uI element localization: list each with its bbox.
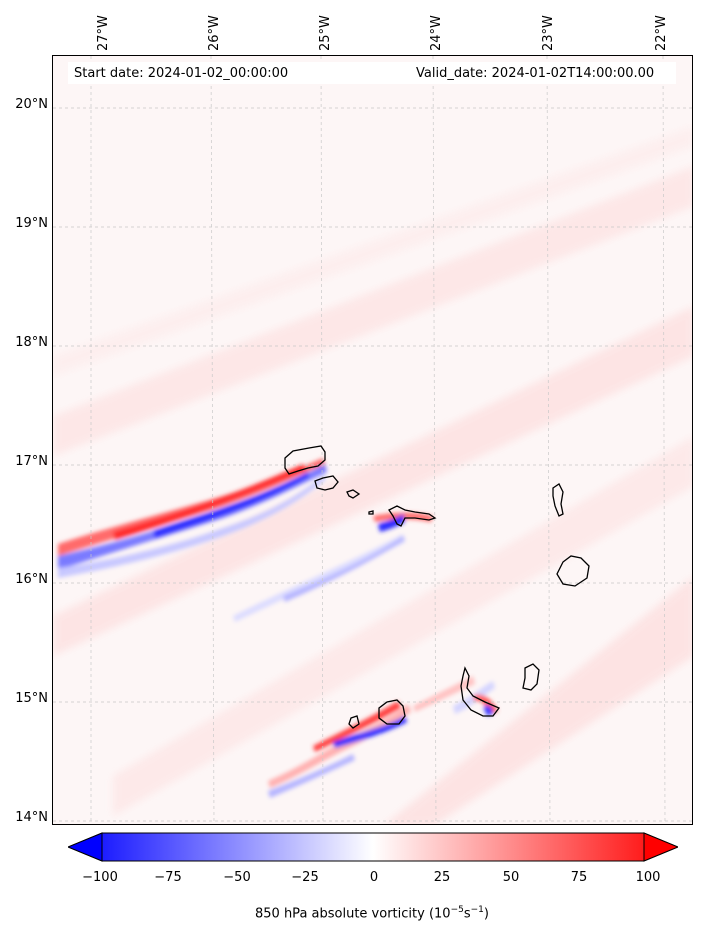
colorbar-tick: 75 bbox=[571, 870, 588, 885]
lat-label-19n: 19°N bbox=[0, 216, 48, 231]
colorbar-tick: −75 bbox=[154, 870, 181, 885]
island-sal bbox=[553, 484, 563, 516]
lon-label-25w: 25°W bbox=[318, 15, 333, 51]
start-date-label: Start date: 2024-01-02_00:00:00 bbox=[74, 66, 288, 81]
lat-label-15n: 15°N bbox=[0, 691, 48, 706]
lon-label-23w: 23°W bbox=[541, 15, 556, 51]
vorticity-field bbox=[53, 56, 693, 825]
colorbar-tick: 25 bbox=[434, 870, 451, 885]
colorbar-tick: −100 bbox=[82, 870, 118, 885]
colorbar-tick: 0 bbox=[370, 870, 378, 885]
map-panel bbox=[52, 55, 693, 825]
colorbar-tick: 100 bbox=[636, 870, 661, 885]
colorbar-tick: 50 bbox=[503, 870, 520, 885]
colorbar-tick: −25 bbox=[291, 870, 318, 885]
lat-label-16n: 16°N bbox=[0, 572, 48, 587]
lon-label-24w: 24°W bbox=[429, 15, 444, 51]
lon-label-22w: 22°W bbox=[654, 15, 669, 51]
lat-label-18n: 18°N bbox=[0, 335, 48, 350]
lat-label-14n: 14°N bbox=[0, 810, 48, 825]
colorbar-label: 850 hPa absolute vorticity (10−5s−1) bbox=[0, 905, 703, 921]
lon-label-27w: 27°W bbox=[96, 15, 111, 51]
island-maio bbox=[523, 664, 539, 690]
colorbar bbox=[68, 832, 678, 866]
lat-label-20n: 20°N bbox=[0, 97, 48, 112]
valid-date-label: Valid_date: 2024-01-02T14:00:00.00 bbox=[416, 66, 654, 81]
colorbar-tick: −50 bbox=[223, 870, 250, 885]
lon-label-26w: 26°W bbox=[207, 15, 222, 51]
lat-label-17n: 17°N bbox=[0, 454, 48, 469]
island-branco bbox=[369, 511, 373, 514]
